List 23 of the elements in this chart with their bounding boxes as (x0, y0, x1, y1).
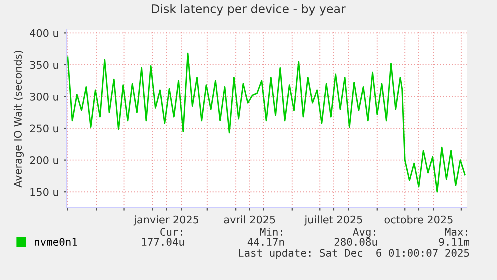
text: 280.08u (334, 238, 378, 246)
y-tick-label: 400 u (30, 29, 58, 38)
y-tick-label: 200 u (30, 156, 58, 164)
text: Max: (445, 228, 468, 236)
text: Last update: Sat Dec 6 01:00:07 2025 (239, 248, 470, 260)
legend-label: nvme0n1 (35, 238, 78, 246)
x-tick-label: juillet 2025 (304, 216, 362, 226)
line-series (67, 52, 466, 193)
text: 177.04u (142, 238, 184, 246)
y-tick-label: 350 u (30, 61, 58, 70)
y-tick-label: 150 u (30, 188, 58, 196)
chart-title: Disk latency per device - by year (152, 4, 346, 16)
text: 44.17n (248, 238, 284, 246)
text: Avg: (353, 228, 376, 238)
text: Cur: (160, 228, 182, 236)
y-axis-title: Average IO Wait (seconds) (14, 51, 24, 188)
x-tick-label: octobre 2025 (384, 216, 453, 224)
text: 9.11m (439, 238, 470, 246)
y-tick-label: 300 u (30, 92, 58, 101)
y-tick-label: 250 u (30, 124, 58, 133)
x-tick-label: janvier 2025 (134, 216, 199, 226)
x-tick-label: avril 2025 (224, 216, 276, 224)
text: Min: (260, 228, 282, 236)
